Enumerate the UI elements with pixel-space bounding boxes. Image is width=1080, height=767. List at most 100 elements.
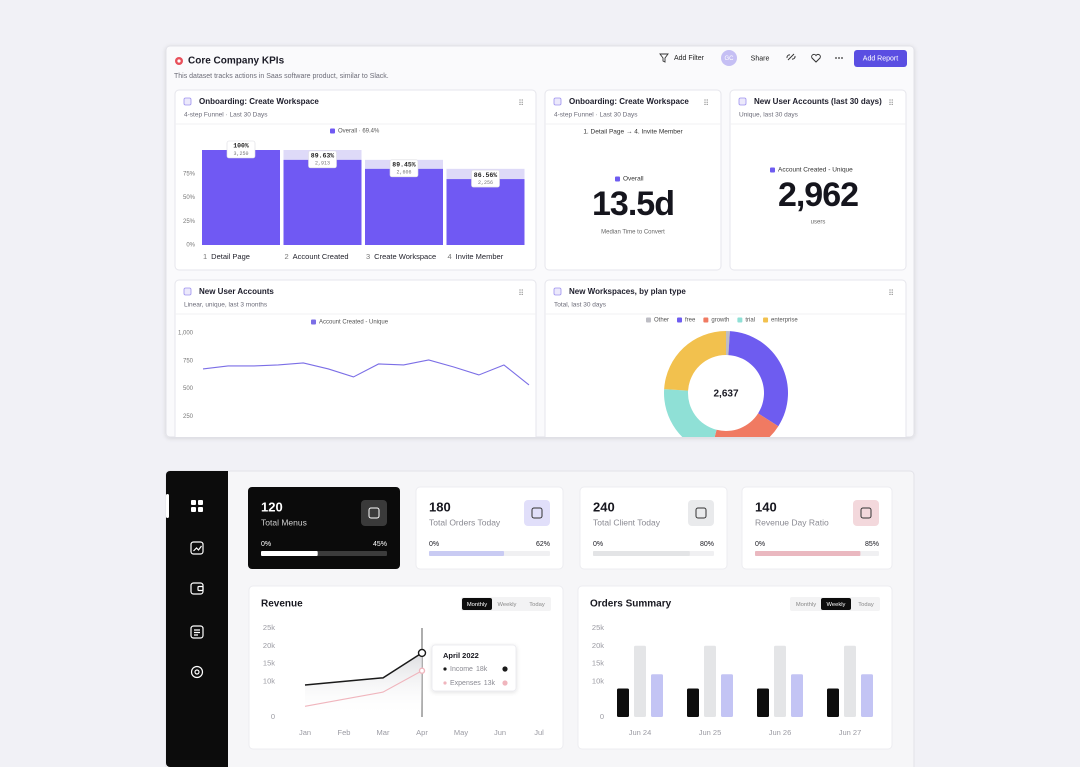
heart-icon[interactable] bbox=[811, 53, 821, 63]
progress-max: 85% bbox=[865, 541, 879, 548]
y-tick-label: 0 bbox=[271, 712, 275, 721]
add-filter-button[interactable]: Add Filter bbox=[674, 55, 705, 62]
tab[interactable]: Monthly bbox=[467, 602, 487, 608]
drag-handle[interactable] bbox=[521, 101, 523, 103]
stat-label: Total Client Today bbox=[593, 517, 661, 527]
tab[interactable]: Monthly bbox=[796, 602, 816, 608]
drag-handle[interactable] bbox=[889, 99, 891, 101]
drag-handle[interactable] bbox=[519, 101, 521, 103]
legend-label: Account Created - Unique bbox=[319, 320, 389, 326]
drag-handle[interactable] bbox=[519, 99, 521, 101]
x-tick-label: May bbox=[454, 728, 468, 737]
y-tick-label: 20k bbox=[592, 641, 604, 650]
legend-swatch bbox=[646, 317, 651, 323]
link-icon[interactable] bbox=[786, 53, 796, 61]
panel-title: New User Accounts bbox=[199, 287, 274, 296]
drag-handle[interactable] bbox=[889, 291, 891, 293]
settings-icon-core[interactable] bbox=[194, 669, 200, 675]
panel-icon bbox=[738, 97, 747, 106]
more-icon[interactable] bbox=[838, 57, 840, 59]
drag-handle[interactable] bbox=[891, 289, 893, 291]
menu-icon[interactable] bbox=[198, 500, 203, 505]
menu-icon[interactable] bbox=[198, 507, 203, 512]
drag-handle[interactable] bbox=[889, 103, 891, 105]
drag-handle[interactable] bbox=[889, 101, 891, 103]
y-tick-label: 0 bbox=[600, 712, 604, 721]
tab-active[interactable] bbox=[462, 598, 492, 610]
tab-active[interactable] bbox=[821, 598, 851, 610]
drag-handle[interactable] bbox=[521, 103, 523, 105]
legend-label: Account Created - Unique bbox=[778, 167, 853, 174]
progress-bar bbox=[261, 551, 318, 556]
bar bbox=[774, 645, 786, 717]
y-tick-label: 10k bbox=[592, 676, 604, 685]
wallet-icon-clasp[interactable] bbox=[197, 585, 204, 592]
more-icon[interactable] bbox=[835, 57, 837, 59]
tab[interactable]: Weekly bbox=[827, 602, 846, 608]
share-button[interactable]: Share bbox=[751, 55, 770, 62]
panel-title: Onboarding: Create Workspace bbox=[569, 97, 689, 106]
avatar[interactable] bbox=[721, 50, 737, 66]
drag-handle[interactable] bbox=[891, 101, 893, 103]
legend-swatch bbox=[311, 319, 316, 325]
drag-handle[interactable] bbox=[706, 101, 708, 103]
drag-handle[interactable] bbox=[521, 293, 523, 295]
x-tick-label: Jan bbox=[299, 728, 311, 737]
step-label-box bbox=[471, 169, 500, 188]
tab[interactable]: Today bbox=[858, 602, 874, 608]
drag-handle[interactable] bbox=[704, 101, 706, 103]
drag-handle[interactable] bbox=[519, 103, 521, 105]
drag-handle[interactable] bbox=[704, 99, 706, 101]
drag-handle[interactable] bbox=[889, 293, 891, 295]
bar bbox=[617, 688, 629, 717]
report-icon[interactable] bbox=[190, 625, 204, 639]
drag-handle[interactable] bbox=[891, 293, 893, 295]
sidebar bbox=[166, 471, 228, 767]
panel-icon bbox=[183, 287, 192, 296]
bar bbox=[757, 688, 769, 717]
step-name: Create Workspace bbox=[374, 252, 436, 261]
drag-handle[interactable] bbox=[891, 291, 893, 293]
drag-handle[interactable] bbox=[519, 293, 521, 295]
menu-icon[interactable] bbox=[191, 507, 196, 512]
x-tick-label: Jun bbox=[494, 728, 506, 737]
y-tick-label: 20k bbox=[263, 641, 275, 650]
drag-handle[interactable] bbox=[519, 291, 521, 293]
drag-handle[interactable] bbox=[889, 289, 891, 291]
add-report-button[interactable] bbox=[854, 50, 907, 67]
report-icon-lines[interactable] bbox=[194, 629, 200, 636]
panel-subtitle: Total, last 30 days bbox=[554, 302, 607, 309]
drag-handle[interactable] bbox=[706, 103, 708, 105]
line bbox=[304, 670, 423, 707]
stat-label: Total Orders Today bbox=[429, 517, 501, 527]
legend-label: free bbox=[685, 318, 696, 324]
step-conversion: 100% bbox=[233, 143, 249, 150]
settings-icon[interactable] bbox=[190, 665, 204, 679]
donut-total: 2,637 bbox=[713, 389, 738, 400]
chart-icon[interactable] bbox=[190, 541, 204, 555]
drag-handle[interactable] bbox=[891, 103, 893, 105]
more-icon[interactable] bbox=[841, 57, 843, 59]
bar bbox=[721, 674, 733, 717]
stat-icon bbox=[524, 500, 550, 526]
bar bbox=[283, 159, 362, 245]
chart-icon-line[interactable] bbox=[193, 545, 202, 552]
drag-handle[interactable] bbox=[706, 99, 708, 101]
x-tick-label: Apr bbox=[416, 728, 428, 737]
drag-handle[interactable] bbox=[891, 99, 893, 101]
bar bbox=[844, 645, 856, 717]
drag-handle[interactable] bbox=[519, 289, 521, 291]
donut-segment bbox=[726, 331, 730, 356]
drag-handle[interactable] bbox=[521, 289, 523, 291]
x-tick-label: Jun 27 bbox=[839, 728, 862, 737]
drag-handle[interactable] bbox=[704, 103, 706, 105]
tooltip-line: Expenses 13k bbox=[450, 680, 496, 687]
panel-subtitle: Linear, unique, last 3 months bbox=[184, 302, 268, 309]
tab[interactable]: Today bbox=[529, 602, 545, 608]
panel-icon bbox=[553, 97, 562, 106]
drag-handle[interactable] bbox=[521, 291, 523, 293]
panel bbox=[174, 279, 537, 437]
drag-handle[interactable] bbox=[521, 99, 523, 101]
tab[interactable]: Weekly bbox=[498, 602, 517, 608]
menu-icon[interactable] bbox=[191, 500, 196, 505]
